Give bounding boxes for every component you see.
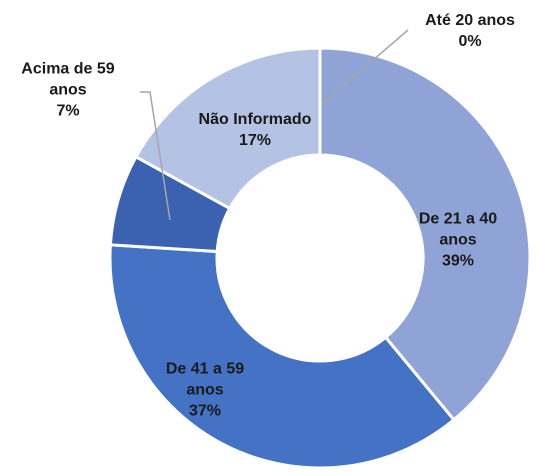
category-label: Até 20 anos	[425, 12, 515, 29]
value-label: 39%	[441, 252, 475, 270]
category-label: De 41 a 59 anos	[165, 360, 245, 399]
slice	[108, 243, 456, 470]
slice	[318, 46, 532, 422]
value-label: 7%	[56, 102, 80, 120]
leader-line	[321, 29, 409, 105]
slice-label: De 21 a 40 anos 39%	[403, 209, 513, 272]
category-label: De 21 a 40 anos	[418, 210, 498, 249]
leader-line	[140, 91, 171, 221]
category-label: Não Informado	[198, 111, 312, 128]
category-label: Acima de 59 anos	[21, 60, 115, 99]
slice-label: De 41 a 59 anos 37%	[150, 359, 260, 422]
slice-label: Não Informado 17%	[195, 109, 315, 151]
slice	[133, 46, 322, 211]
slice-label: Acima de 59 anos 7%	[8, 59, 128, 122]
value-label: 17%	[238, 132, 272, 149]
value-label: 0%	[458, 33, 482, 50]
slice-label: Até 20 anos 0%	[405, 10, 535, 52]
slices	[108, 46, 532, 470]
value-label: 37%	[188, 402, 222, 420]
